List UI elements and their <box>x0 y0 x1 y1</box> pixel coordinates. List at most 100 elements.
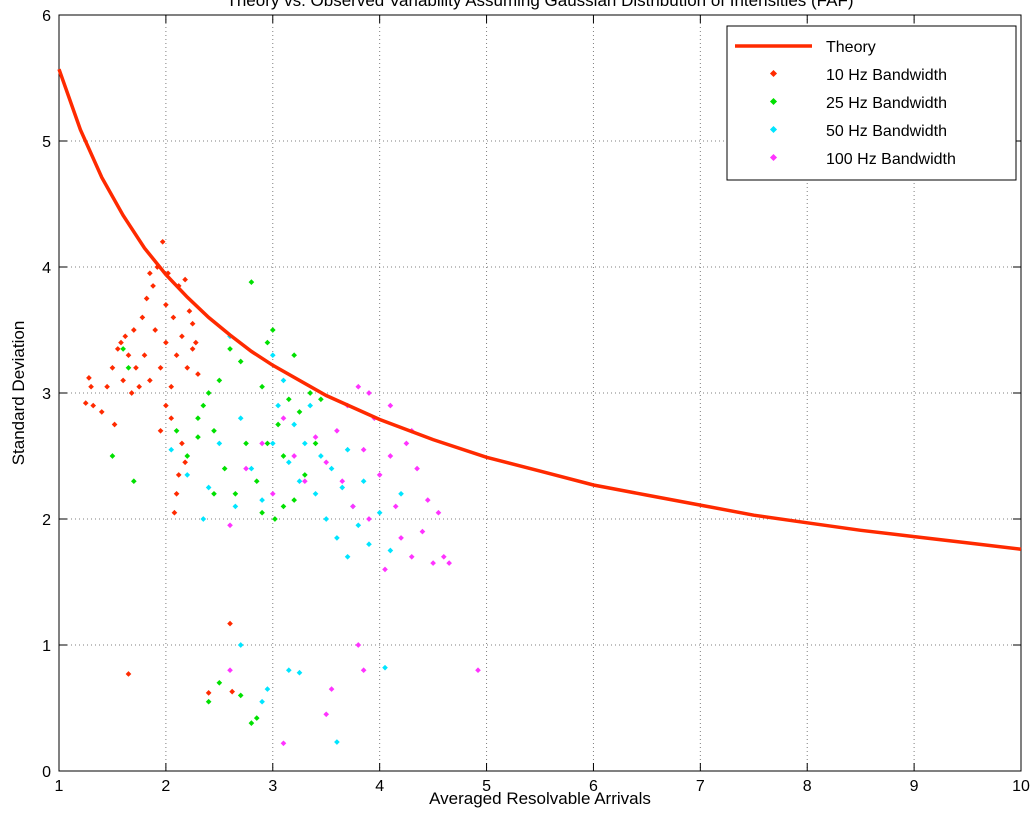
data-point-series-1 <box>211 490 217 497</box>
data-point-series-3 <box>398 535 404 541</box>
data-point-series-1 <box>125 364 132 371</box>
data-point-series-3 <box>419 528 426 535</box>
data-point-series-0 <box>173 352 180 359</box>
data-point-series-1 <box>264 440 271 447</box>
data-point-series-2 <box>291 421 297 428</box>
data-point-series-1 <box>195 434 201 440</box>
data-point-series-2 <box>264 686 271 692</box>
data-point-series-0 <box>141 352 148 359</box>
x-axis-label: Averaged Resolvable Arrivals <box>429 789 651 808</box>
data-point-series-2 <box>312 490 319 497</box>
data-point-series-0 <box>182 459 188 466</box>
data-point-series-0 <box>163 402 169 409</box>
data-point-series-2 <box>307 402 314 409</box>
data-point-series-0 <box>173 490 180 497</box>
data-point-series-0 <box>159 238 166 245</box>
data-point-series-0 <box>86 375 92 381</box>
data-point-series-1 <box>312 440 319 447</box>
data-point-series-3 <box>403 440 410 447</box>
data-point-series-0 <box>157 364 164 371</box>
data-point-series-3 <box>430 560 436 566</box>
data-point-series-1 <box>269 327 276 333</box>
legend-swatch-25hz <box>769 97 778 106</box>
data-point-series-2 <box>296 478 303 485</box>
data-point-series-2 <box>275 402 281 409</box>
data-point-series-1 <box>302 472 308 478</box>
data-point-series-1 <box>318 396 324 403</box>
chart-title: Theory vs. Observed Variability Assuming… <box>226 0 853 10</box>
data-point-series-0 <box>179 333 185 340</box>
data-point-series-0 <box>98 409 105 415</box>
legend-label-50hz: 50 Hz Bandwidth <box>826 123 947 140</box>
data-point-series-0 <box>163 339 169 346</box>
x-tick-label: 10 <box>1012 778 1030 795</box>
data-point-series-2 <box>269 440 276 447</box>
data-point-series-2 <box>205 484 212 491</box>
data-point-series-2 <box>355 522 362 529</box>
data-point-series-3 <box>334 427 340 434</box>
theory-curve <box>57 68 1022 551</box>
x-tick-label: 6 <box>589 778 598 795</box>
data-point-series-0 <box>175 472 182 478</box>
data-point-series-3 <box>408 553 415 560</box>
data-point-series-1 <box>291 352 297 359</box>
data-point-series-2 <box>296 669 303 676</box>
x-tick-label: 2 <box>161 778 170 795</box>
data-point-series-1 <box>307 390 314 396</box>
y-tick-label: 1 <box>42 638 51 655</box>
data-point-series-3 <box>323 711 330 718</box>
data-point-series-0 <box>136 383 142 390</box>
data-point-series-3 <box>280 415 287 422</box>
data-point-series-2 <box>216 440 223 447</box>
data-point-series-0 <box>120 377 126 384</box>
data-point-series-3 <box>424 497 431 503</box>
data-point-series-1 <box>237 358 244 365</box>
data-point-series-0 <box>128 390 135 396</box>
data-point-series-1 <box>259 509 265 516</box>
data-point-series-2 <box>237 642 244 648</box>
legend-swatch-10hz <box>769 69 778 78</box>
data-point-series-1 <box>237 692 244 699</box>
data-point-series-2 <box>339 484 346 491</box>
data-point-series-0 <box>195 371 201 377</box>
data-point-series-3 <box>312 434 319 440</box>
data-point-series-3 <box>328 686 335 692</box>
data-point-series-0 <box>157 427 164 434</box>
data-point-series-2 <box>168 446 175 453</box>
data-point-series-3 <box>323 459 330 466</box>
legend-label-100hz: 100 Hz Bandwidth <box>826 151 956 168</box>
data-point-series-3 <box>414 465 420 472</box>
data-point-series-2 <box>366 541 372 548</box>
data-point-series-1 <box>248 720 255 726</box>
data-point-series-3 <box>366 516 372 522</box>
data-point-series-1 <box>173 427 180 434</box>
data-point-series-2 <box>382 664 388 671</box>
data-point-series-2 <box>259 497 265 503</box>
data-point-series-0 <box>170 314 177 321</box>
data-point-series-1 <box>248 279 255 285</box>
y-axis-label: Standard Deviation <box>9 321 28 466</box>
data-point-series-0 <box>125 671 132 677</box>
data-point-series-2 <box>184 472 191 478</box>
x-tick-label: 4 <box>375 778 384 795</box>
data-point-series-1 <box>205 390 212 396</box>
x-tick-label: 9 <box>910 778 919 795</box>
data-point-series-3 <box>302 478 308 485</box>
legend: Theory 10 Hz Bandwidth 25 Hz Bandwidth 5… <box>726 25 1017 181</box>
data-point-series-1 <box>232 490 239 497</box>
data-point-series-0 <box>192 339 199 346</box>
data-point-series-1 <box>280 453 287 459</box>
data-point-series-1 <box>285 396 292 403</box>
data-point-series-0 <box>189 346 196 352</box>
data-point-series-2 <box>269 352 276 359</box>
data-point-series-2 <box>334 739 340 745</box>
legend-swatch-100hz <box>769 153 778 162</box>
data-point-series-1 <box>205 698 212 705</box>
data-point-series-3 <box>280 740 287 747</box>
data-point-series-2 <box>376 509 383 516</box>
data-point-series-0 <box>179 440 185 447</box>
data-point-series-2 <box>302 440 308 447</box>
y-tick-label: 4 <box>42 260 51 277</box>
data-point-series-3 <box>360 446 367 453</box>
